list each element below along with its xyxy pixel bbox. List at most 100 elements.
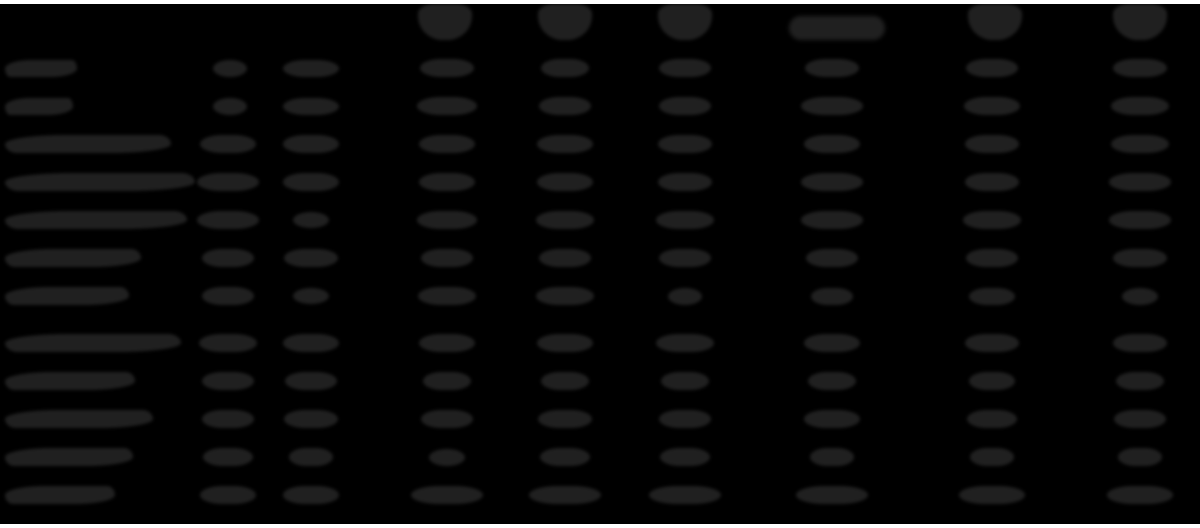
- cell-redaction-c7[interactable]: [965, 334, 1019, 352]
- cell-redaction-c5[interactable]: [661, 372, 709, 390]
- cell-redaction-c3[interactable]: [421, 410, 473, 428]
- cell-redaction-c4[interactable]: [539, 97, 591, 115]
- cell-redaction-c6[interactable]: [801, 97, 863, 115]
- cell-redaction-c6[interactable]: [805, 59, 859, 77]
- cell-redaction-c2[interactable]: [283, 334, 339, 352]
- row-label-redaction[interactable]: [5, 98, 73, 115]
- row-label-redaction[interactable]: [5, 60, 77, 77]
- row-label-redaction[interactable]: [5, 249, 141, 267]
- cell-redaction-c1[interactable]: [199, 334, 257, 352]
- cell-redaction-c1[interactable]: [202, 410, 254, 428]
- cell-redaction-c8[interactable]: [1107, 486, 1173, 504]
- cell-redaction-c3[interactable]: [417, 211, 477, 229]
- cell-redaction-c7[interactable]: [969, 372, 1015, 390]
- cell-redaction-c5[interactable]: [668, 288, 702, 305]
- column-header-redaction-1[interactable]: [418, 4, 472, 40]
- cell-redaction-c8[interactable]: [1122, 288, 1158, 305]
- cell-redaction-c6[interactable]: [804, 334, 860, 352]
- cell-redaction-c5[interactable]: [660, 448, 710, 466]
- cell-redaction-c1[interactable]: [213, 98, 247, 115]
- cell-redaction-c8[interactable]: [1118, 448, 1162, 466]
- cell-redaction-c1[interactable]: [203, 448, 253, 466]
- cell-redaction-c1[interactable]: [200, 135, 256, 153]
- cell-redaction-c1[interactable]: [202, 249, 254, 267]
- cell-redaction-c6[interactable]: [801, 211, 863, 229]
- cell-redaction-c5[interactable]: [659, 59, 711, 77]
- cell-redaction-c4[interactable]: [541, 59, 589, 77]
- cell-redaction-c5[interactable]: [656, 334, 714, 352]
- cell-redaction-c7[interactable]: [966, 59, 1018, 77]
- cell-redaction-c4[interactable]: [537, 334, 593, 352]
- cell-redaction-c3[interactable]: [429, 449, 465, 466]
- cell-redaction-c1[interactable]: [202, 372, 254, 390]
- cell-redaction-c2[interactable]: [285, 372, 337, 390]
- row-label-redaction[interactable]: [5, 173, 195, 191]
- cell-redaction-c2[interactable]: [284, 410, 338, 428]
- row-label-redaction[interactable]: [5, 410, 153, 428]
- cell-redaction-c5[interactable]: [659, 410, 711, 428]
- row-label-redaction[interactable]: [5, 334, 181, 352]
- cell-redaction-c3[interactable]: [418, 287, 476, 305]
- cell-redaction-c5[interactable]: [659, 249, 711, 267]
- cell-redaction-c2[interactable]: [283, 60, 339, 77]
- row-label-redaction[interactable]: [5, 287, 129, 305]
- cell-redaction-c4[interactable]: [541, 372, 589, 390]
- cell-redaction-c1[interactable]: [200, 486, 256, 504]
- cell-redaction-c2[interactable]: [284, 249, 338, 267]
- cell-redaction-c5[interactable]: [658, 173, 712, 191]
- cell-redaction-c1[interactable]: [213, 60, 247, 77]
- cell-redaction-c1[interactable]: [197, 211, 259, 229]
- cell-redaction-c5[interactable]: [649, 486, 721, 504]
- column-header-redaction-2[interactable]: [538, 4, 592, 40]
- row-label-redaction[interactable]: [5, 448, 133, 466]
- cell-redaction-c2[interactable]: [283, 173, 339, 191]
- cell-redaction-c7[interactable]: [965, 173, 1019, 191]
- cell-redaction-c2[interactable]: [293, 288, 329, 304]
- cell-redaction-c2[interactable]: [283, 135, 339, 153]
- cell-redaction-c4[interactable]: [536, 211, 594, 229]
- cell-redaction-c7[interactable]: [963, 211, 1021, 229]
- cell-redaction-c4[interactable]: [540, 448, 590, 466]
- cell-redaction-c8[interactable]: [1109, 173, 1171, 191]
- cell-redaction-c6[interactable]: [806, 249, 858, 267]
- column-header-redaction-5[interactable]: [968, 4, 1022, 40]
- cell-redaction-c6[interactable]: [796, 486, 868, 504]
- cell-redaction-c8[interactable]: [1113, 334, 1167, 352]
- cell-redaction-c7[interactable]: [966, 249, 1018, 267]
- cell-redaction-c5[interactable]: [656, 211, 714, 229]
- cell-redaction-c8[interactable]: [1111, 135, 1169, 153]
- cell-redaction-c8[interactable]: [1111, 97, 1169, 115]
- row-label-redaction[interactable]: [5, 135, 171, 153]
- cell-redaction-c7[interactable]: [964, 97, 1020, 115]
- column-header-redaction-3[interactable]: [658, 4, 712, 40]
- cell-redaction-c4[interactable]: [537, 135, 593, 153]
- cell-redaction-c1[interactable]: [197, 173, 259, 191]
- cell-redaction-c8[interactable]: [1114, 410, 1166, 428]
- cell-redaction-c3[interactable]: [417, 97, 477, 115]
- column-header-redaction-6[interactable]: [1113, 4, 1167, 40]
- cell-redaction-c7[interactable]: [965, 135, 1019, 153]
- cell-redaction-c6[interactable]: [811, 288, 853, 305]
- cell-redaction-c8[interactable]: [1116, 372, 1164, 390]
- cell-redaction-c7[interactable]: [967, 410, 1017, 428]
- cell-redaction-c8[interactable]: [1113, 59, 1167, 77]
- cell-redaction-c8[interactable]: [1109, 211, 1171, 229]
- cell-redaction-c5[interactable]: [659, 97, 711, 115]
- cell-redaction-c3[interactable]: [411, 486, 483, 504]
- row-label-redaction[interactable]: [5, 372, 135, 390]
- cell-redaction-c4[interactable]: [537, 173, 593, 191]
- cell-redaction-c3[interactable]: [419, 173, 475, 191]
- row-label-redaction[interactable]: [5, 211, 187, 229]
- column-header-redaction-4[interactable]: [789, 16, 885, 40]
- cell-redaction-c6[interactable]: [801, 173, 863, 191]
- row-label-redaction[interactable]: [5, 486, 115, 504]
- cell-redaction-c5[interactable]: [658, 135, 712, 153]
- cell-redaction-c3[interactable]: [419, 135, 475, 153]
- cell-redaction-c7[interactable]: [969, 288, 1015, 305]
- cell-redaction-c2[interactable]: [289, 448, 333, 466]
- cell-redaction-c3[interactable]: [420, 59, 474, 77]
- cell-redaction-c4[interactable]: [539, 249, 591, 267]
- cell-redaction-c2[interactable]: [293, 212, 329, 228]
- cell-redaction-c6[interactable]: [810, 448, 854, 466]
- cell-redaction-c4[interactable]: [529, 486, 601, 504]
